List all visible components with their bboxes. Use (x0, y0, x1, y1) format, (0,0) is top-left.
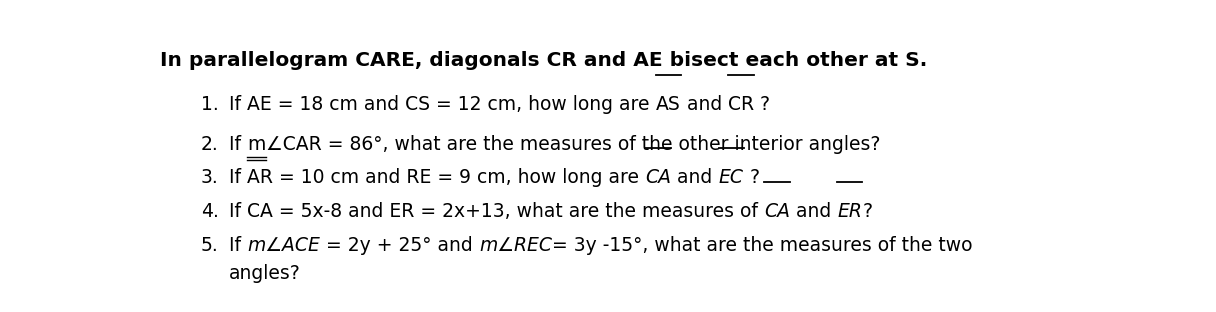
Text: m∠ACE: m∠ACE (247, 236, 320, 255)
Text: AS: AS (655, 95, 681, 114)
Text: CA: CA (646, 168, 671, 188)
Text: 2.: 2. (201, 135, 219, 154)
Text: If CA = 5x-8 and ER = 2x+13, what are the measures of: If CA = 5x-8 and ER = 2x+13, what are th… (230, 202, 764, 221)
Text: and: and (790, 202, 838, 221)
Text: = 3y -15°, what are the measures of the two: = 3y -15°, what are the measures of the … (552, 236, 973, 255)
Text: ?: ? (862, 202, 872, 221)
Text: ?: ? (743, 168, 760, 188)
Text: m∠REC: m∠REC (479, 236, 552, 255)
Text: and: and (681, 95, 728, 114)
Text: ?: ? (754, 95, 770, 114)
Text: m: m (247, 135, 265, 154)
Text: 1.: 1. (201, 95, 219, 114)
Text: CA: CA (764, 202, 790, 221)
Text: If AE = 18 cm and CS = 12 cm, how long are: If AE = 18 cm and CS = 12 cm, how long a… (230, 95, 655, 114)
Text: and: and (671, 168, 719, 188)
Text: 5.: 5. (201, 236, 219, 255)
Text: If: If (230, 135, 247, 154)
Text: If: If (230, 236, 247, 255)
Text: CR: CR (728, 95, 754, 114)
Text: = 2y + 25° and: = 2y + 25° and (320, 236, 479, 255)
Text: EC: EC (719, 168, 743, 188)
Text: ∠CAR = 86°, what are the measures of the other interior angles?: ∠CAR = 86°, what are the measures of the… (265, 135, 880, 154)
Text: 4.: 4. (201, 202, 219, 221)
Text: angles?: angles? (230, 265, 302, 284)
Text: ER: ER (838, 202, 862, 221)
Text: If AR = 10 cm and RE = 9 cm, how long are: If AR = 10 cm and RE = 9 cm, how long ar… (230, 168, 646, 188)
Text: In parallelogram CARE, diagonals CR and AE bisect each other at S.: In parallelogram CARE, diagonals CR and … (159, 51, 927, 70)
Text: 3.: 3. (201, 168, 219, 188)
